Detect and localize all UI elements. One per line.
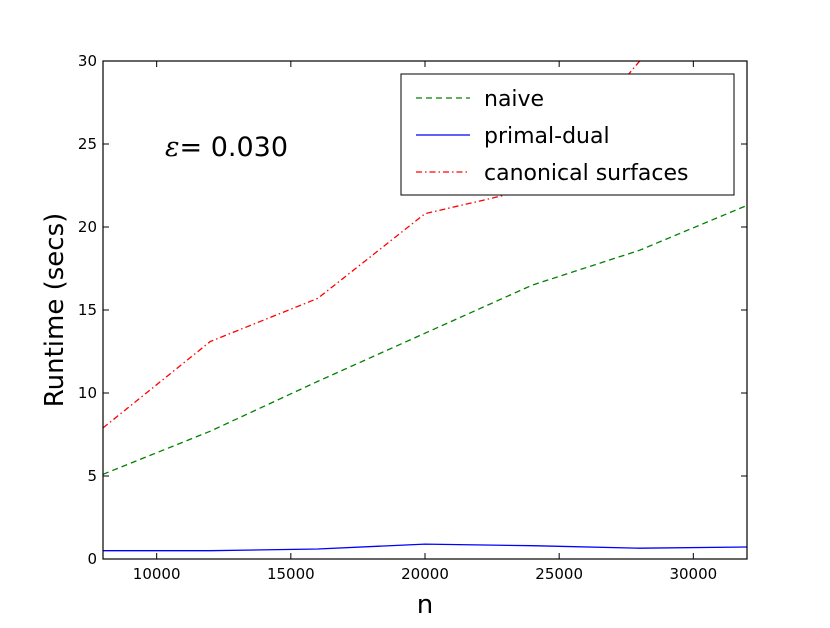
epsilon-value: = 0.030 <box>180 132 289 163</box>
x-tick-label: 30000 <box>669 565 717 583</box>
y-tick-label: 20 <box>78 218 97 236</box>
series-line-primal-dual <box>103 543 747 552</box>
epsilon-symbol: ε <box>165 132 180 163</box>
y-axis-title: Runtime (secs) <box>40 213 70 408</box>
y-tick-label: 30 <box>78 52 97 70</box>
x-tick-label: 10000 <box>133 565 181 583</box>
y-tick-label: 15 <box>78 301 97 319</box>
series-line-naive <box>103 204 747 475</box>
x-tick-label: 25000 <box>535 565 583 583</box>
x-tick-label: 20000 <box>401 565 449 583</box>
epsilon-annotation: ε= 0.030 <box>165 132 288 163</box>
x-tick-label: 15000 <box>267 565 315 583</box>
legend-label-naive: naive <box>484 87 544 112</box>
x-axis-title: n <box>417 590 433 620</box>
y-tick-label: 25 <box>78 135 97 153</box>
plot-area-frame <box>102 60 748 560</box>
y-tick-label: 10 <box>78 384 97 402</box>
legend-label-primal-dual: primal-dual <box>484 124 610 149</box>
legend: naive primal-dual canonical surfaces <box>400 73 735 196</box>
y-tick-label: 5 <box>87 467 97 485</box>
legend-label-canonical-surfaces: canonical surfaces <box>484 161 689 186</box>
y-tick-label: 0 <box>87 550 97 568</box>
